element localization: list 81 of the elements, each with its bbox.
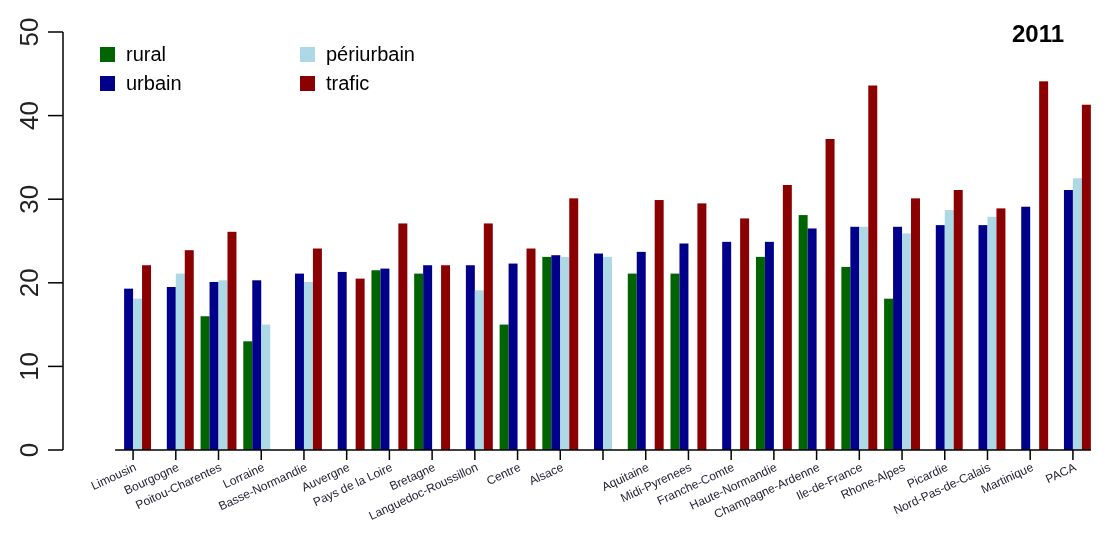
bar [312, 248, 322, 450]
bar [380, 268, 390, 450]
bar [1063, 190, 1073, 450]
bar [1072, 178, 1082, 450]
bar [1039, 81, 1049, 450]
bar [166, 286, 176, 450]
x-tick-label: Alsace [526, 459, 566, 488]
bar [414, 273, 424, 450]
bar [953, 190, 963, 450]
legend-label: trafic [326, 72, 370, 94]
bar [722, 241, 732, 450]
bar [227, 231, 237, 450]
y-tick-label: 50 [14, 17, 44, 47]
bar [755, 256, 765, 450]
bar [124, 288, 134, 450]
bar [603, 256, 612, 450]
bar [551, 255, 561, 450]
bar [884, 298, 894, 450]
bar [782, 184, 792, 450]
bar [465, 265, 475, 450]
bar [627, 273, 637, 450]
bar [594, 253, 603, 450]
bar [371, 270, 381, 450]
bar [1021, 206, 1031, 450]
x-tick-label: Centre [484, 459, 524, 488]
bar [560, 256, 570, 450]
bar [209, 281, 219, 450]
bar [740, 218, 750, 450]
bar [911, 198, 920, 450]
bar [697, 203, 707, 450]
bar [261, 324, 271, 450]
bar [868, 85, 878, 450]
bar [636, 251, 646, 450]
bar [294, 273, 304, 450]
bar [441, 265, 451, 450]
bar [859, 226, 869, 450]
bar [423, 265, 433, 450]
bar [499, 324, 509, 450]
chart-title: 2011 [1011, 20, 1065, 47]
y-tick-label: 0 [14, 442, 44, 458]
bar [902, 233, 912, 450]
bar [670, 273, 680, 450]
y-tick-label: 20 [14, 268, 44, 298]
bar [764, 241, 774, 450]
bar [175, 273, 185, 450]
bar [944, 210, 954, 450]
bar [200, 316, 210, 450]
bar [841, 266, 851, 450]
bar [355, 278, 365, 450]
bar [398, 223, 408, 450]
bar [337, 271, 347, 450]
bar [252, 280, 262, 450]
bar [935, 225, 945, 450]
bar [1081, 104, 1091, 450]
x-tick-label: PACA [1043, 460, 1079, 487]
bar [825, 139, 835, 450]
bar [542, 256, 552, 450]
bar [526, 248, 536, 450]
y-tick-label: 30 [14, 184, 44, 214]
bar [850, 226, 860, 450]
bar [679, 243, 689, 450]
bar [303, 281, 313, 450]
bar [987, 216, 997, 450]
bar [508, 263, 518, 450]
bar [483, 223, 493, 450]
bar [654, 200, 664, 450]
bar [133, 298, 143, 450]
legend-label: périurbain [326, 43, 415, 65]
legend-label: rural [126, 43, 167, 65]
bar [243, 341, 253, 450]
bar [893, 226, 903, 450]
y-tick-label: 40 [14, 101, 44, 131]
y-tick-label: 10 [14, 351, 44, 381]
bar [996, 208, 1006, 450]
bar [807, 228, 817, 450]
bar [798, 215, 808, 450]
bar [569, 198, 579, 450]
bar [474, 290, 484, 450]
legend-label: urbain [126, 72, 182, 94]
bar [142, 265, 152, 450]
bar [184, 250, 194, 450]
